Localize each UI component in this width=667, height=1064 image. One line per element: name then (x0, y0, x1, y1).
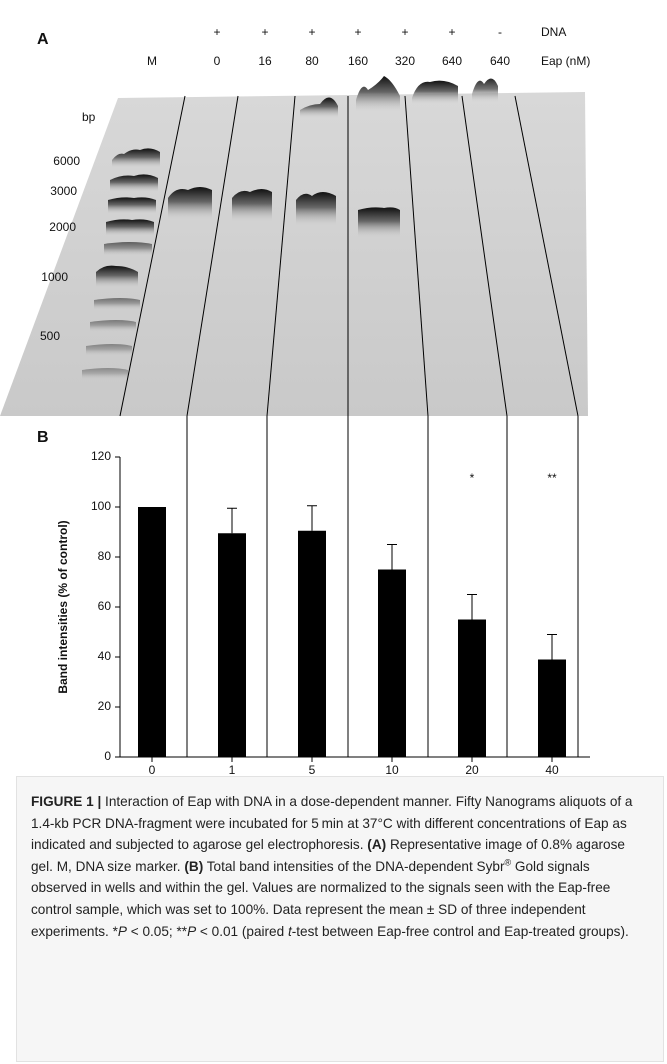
lane-label: 320 (395, 54, 415, 68)
bar (378, 569, 406, 757)
caption-text: (B) (184, 858, 204, 874)
caption-text: t (287, 923, 292, 939)
bar (298, 530, 326, 757)
bar (138, 507, 166, 757)
lane-label: 640 (490, 54, 510, 68)
marker-size-label: 2000 (49, 220, 76, 234)
figure: A B DNA Eap (nM) bp + + + + + + -M 0 16 80 160 320 6… (0, 25, 590, 776)
dna-sign: - (498, 25, 502, 39)
marker-size-label: 6000 (53, 154, 80, 168)
y-tick-label: 120 (91, 449, 111, 463)
figure-caption: FIGURE 1 | Interaction of Eap with DNA i… (16, 776, 664, 1062)
y-tick-label: 40 (98, 649, 112, 663)
caption-text: Gold signals observed in wells and withi… (31, 858, 611, 939)
bar (538, 659, 566, 757)
marker-size-label: 1000 (41, 270, 68, 284)
x-tick-label: 10 (385, 763, 399, 776)
dna-sign: + (308, 25, 315, 39)
x-tick-label: 40 (545, 763, 559, 776)
x-tick-label: 0 (149, 763, 156, 776)
y-tick-label: 0 (104, 749, 111, 763)
lane-label: 0 (214, 54, 221, 68)
caption-text: -test between Eap-free control and Eap-t… (291, 923, 629, 939)
caption-text: ® (504, 857, 512, 868)
bar (218, 533, 246, 757)
dna-sign: + (261, 25, 268, 39)
dna-sign: + (354, 25, 361, 39)
caption-text: Representative image of 0.8% agarose gel… (31, 837, 625, 874)
caption-text: P (187, 923, 197, 939)
caption-text: Total band intensities of the DNA-depend… (203, 858, 505, 874)
lane-label: 16 (258, 54, 272, 68)
gel-surface (0, 92, 588, 416)
bar (458, 619, 486, 757)
significance-mark: ** (547, 471, 557, 485)
row-label: Eap (nM) (541, 54, 590, 68)
marker-size-label: 3000 (50, 184, 77, 198)
gel-bands (82, 76, 498, 380)
panel-label: B (37, 429, 49, 446)
dna-sign: + (401, 25, 408, 39)
lane-label: 640 (442, 54, 462, 68)
error-bar (467, 594, 477, 620)
marker-size-label: 500 (40, 329, 60, 343)
caption-text: (A) (367, 837, 387, 853)
error-bar (387, 544, 397, 570)
error-bar (227, 507, 237, 534)
caption-text: Interaction of Eap with DNA in a dose-de… (31, 794, 633, 853)
caption-text: FIGURE 1 | (31, 794, 102, 809)
x-tick-label: 1 (229, 763, 236, 776)
caption-text: < 0.01 (paired (196, 923, 288, 939)
caption-text: P (117, 923, 127, 939)
y-tick-label: 100 (91, 499, 111, 513)
caption-text: < 0.05; ** (126, 923, 188, 939)
error-bar (547, 634, 557, 660)
x-tick-label: 5 (309, 763, 316, 776)
lane-label: 160 (348, 54, 368, 68)
y-axis-title: Band intensities (% of control) (56, 520, 70, 693)
dna-sign: + (213, 25, 220, 39)
lane-label: 80 (305, 54, 319, 68)
significance-mark: * (470, 471, 475, 485)
y-tick-label: 20 (98, 699, 112, 713)
lane-separators (119, 95, 579, 757)
marker-unit: bp (82, 110, 96, 124)
y-tick-label: 80 (98, 549, 112, 563)
panel-label: A (37, 31, 49, 48)
x-tick-label: 20 (465, 763, 479, 776)
row-label: DNA (541, 25, 566, 39)
error-bar (307, 505, 317, 531)
lane-label: M (147, 54, 157, 68)
y-tick-label: 60 (98, 599, 112, 613)
dna-sign: + (448, 25, 455, 39)
